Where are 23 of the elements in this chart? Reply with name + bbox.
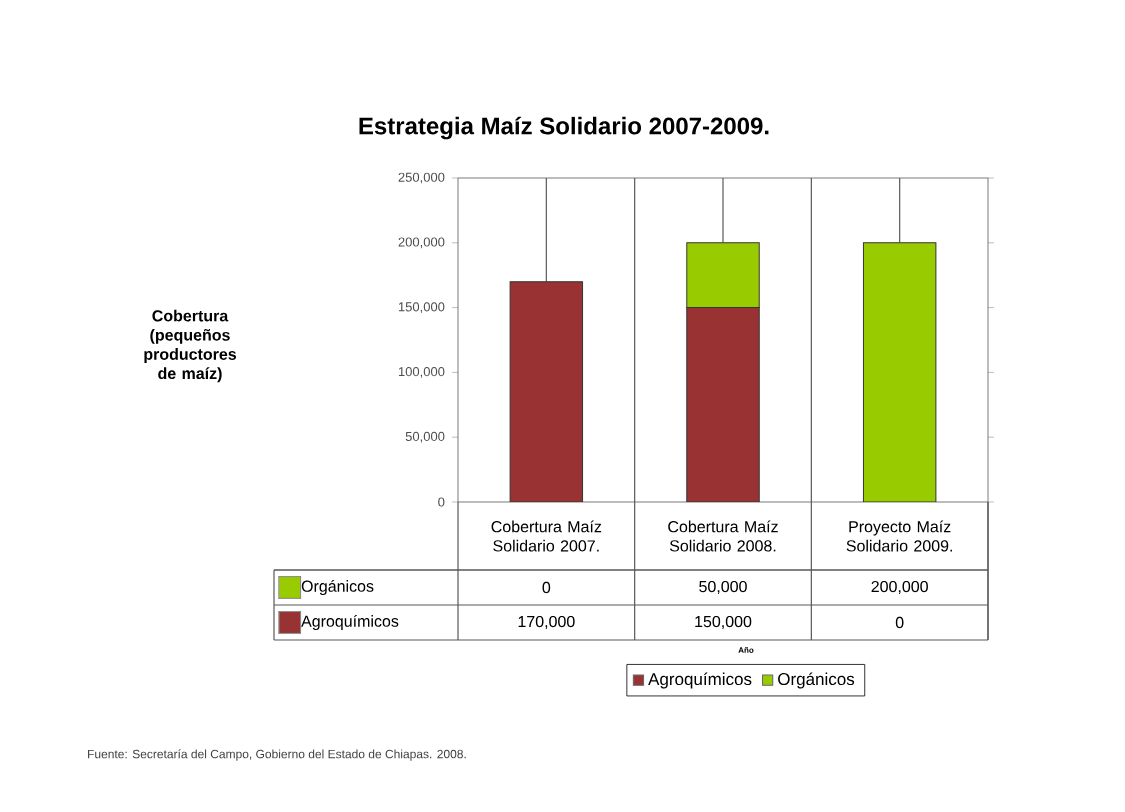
data-label: 170,000 [518,615,575,630]
y-tick-label: 150,000 [398,302,445,313]
x-tick-label: Cobertura Maíz Solidario 2008. [668,520,778,552]
text: Orgánicos [301,579,374,596]
y-tick-label: 50,000 [405,431,445,443]
legend-label: Orgánicos [778,672,855,689]
data-label: 0 [895,616,904,629]
data-label: 150,000 [695,615,752,630]
y-tick-label: 200,000 [398,237,445,249]
x-tick-label: Cobertura Maíz Solidario 2007. [491,520,602,552]
text: Cobertura (pequeños productores de maíz) [144,309,237,383]
text: Año [738,647,754,653]
y-tick-label: 0 [438,497,445,507]
data-label: 200,000 [871,580,928,595]
source-note: Fuente: Secretaría del Campo, Gobierno del Estado de Chiapas. 2008. [88,749,466,761]
y-tick-label: 100,000 [398,367,445,378]
data-label: 50,000 [699,580,747,595]
y-tick-label: 250,000 [398,172,445,184]
data-label: 0 [542,581,551,594]
chart-title: Estrategia Maíz Solidario 2007-2009. [359,116,769,140]
legend-label: Agroquímicos [301,614,399,631]
text: Agroquímicos [648,672,752,689]
x-tick-label: Proyecto Maíz Solidario 2009. [846,520,952,552]
